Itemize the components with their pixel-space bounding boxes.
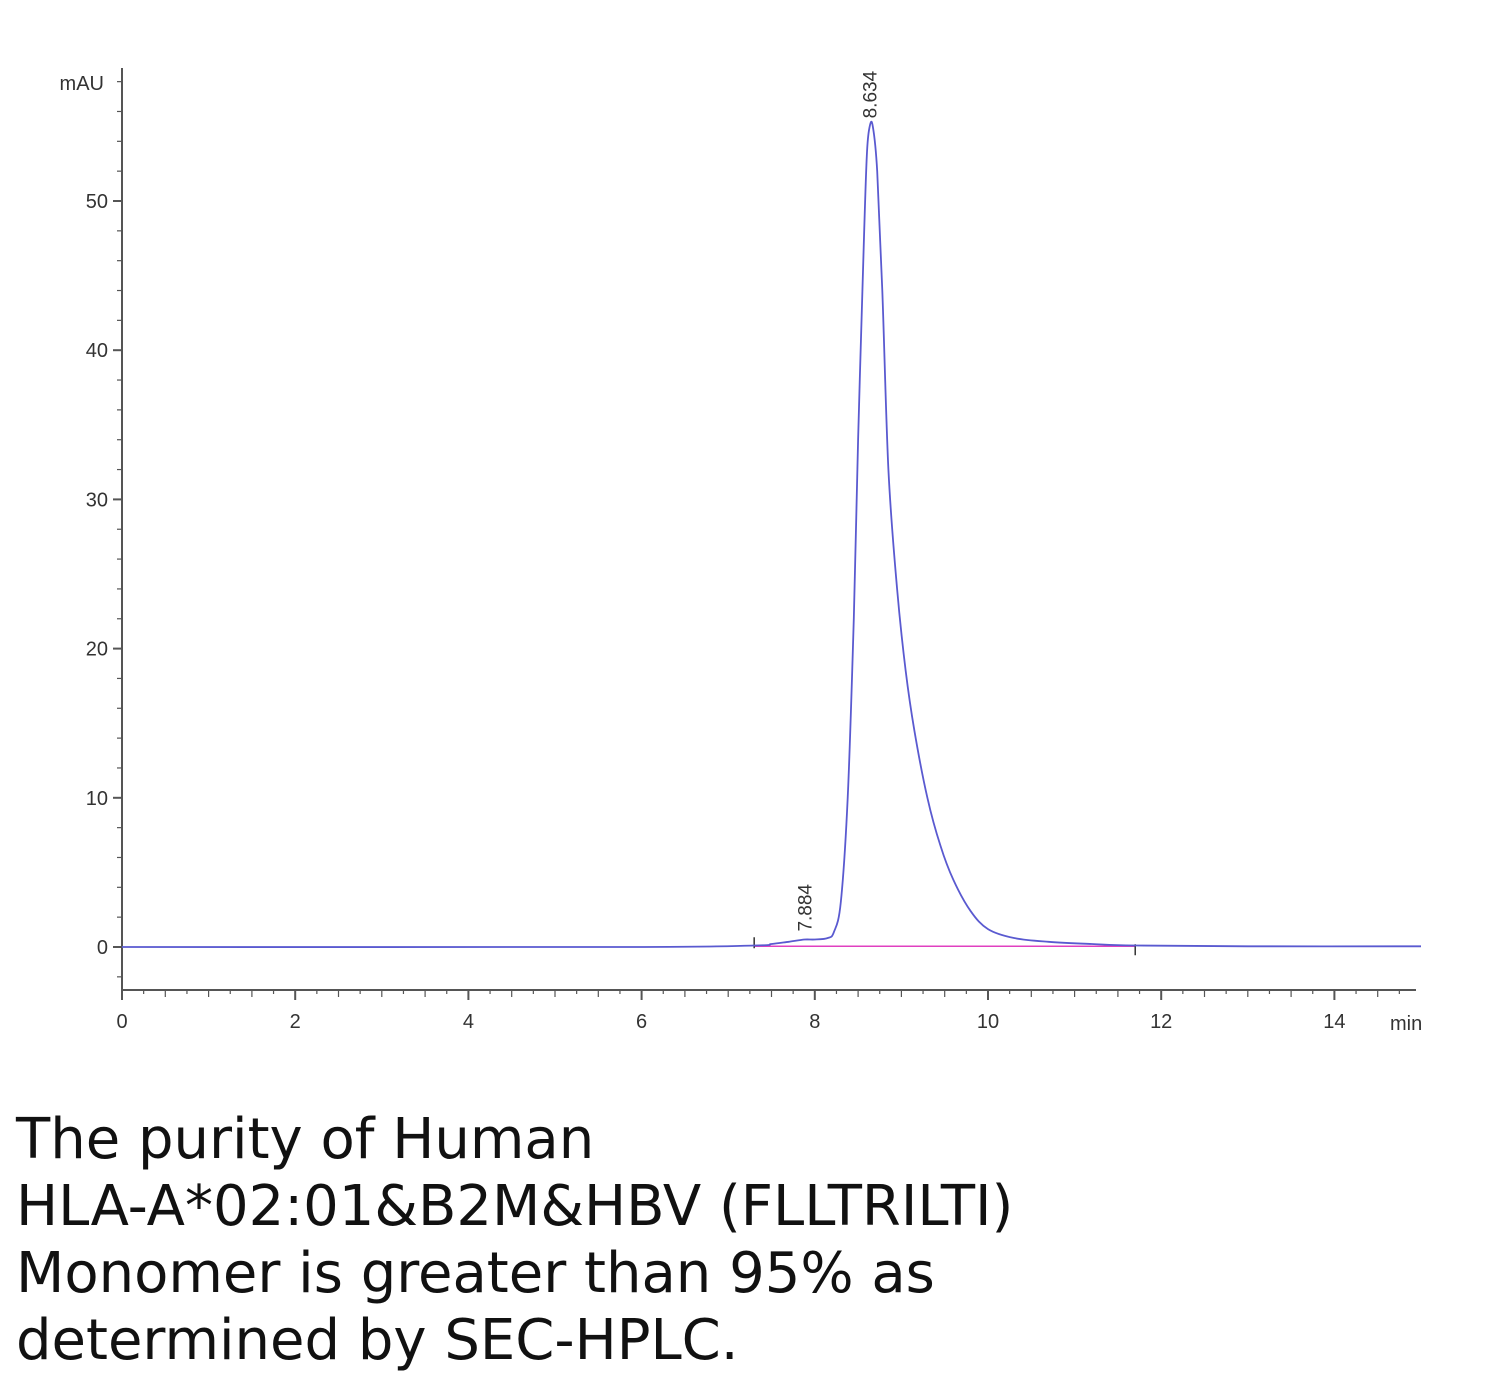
axes: 0 10 20 30 40 50 0 2 4 6 8 10 12 14 [86,68,1416,1033]
peak-labels-layer: 7.884 8.634 [796,70,882,931]
chromatogram-trace [121,120,1422,948]
caption-line-2: HLA-A*02:01&B2M&HBV (FLLTRILTI) [16,1174,1014,1239]
plot-background [48,58,1418,1030]
y-tick-label: 40 [86,340,108,362]
caption-line-3: Monomer is greater than 95% as [16,1241,935,1306]
peak-label: 8.634 [861,70,882,118]
y-tick-label: 0 [97,937,108,959]
x-axis-unit-label: min [1390,1013,1422,1035]
x-tick-label: 4 [463,1011,474,1033]
chromatogram-chart: 0 10 20 30 40 50 0 2 4 6 8 10 12 14 7.884 8.634 mAU mi… [48,58,1423,1035]
y-tick-label: 20 [86,639,108,661]
peak-label: 7.884 [796,884,817,932]
y-tick-label: 50 [86,191,108,213]
x-tick-label: 14 [1323,1011,1345,1033]
y-tick-label: 30 [86,489,108,511]
x-tick-label: 2 [290,1011,301,1033]
series-layer [121,120,1422,948]
x-tick-label: 8 [809,1011,820,1033]
caption: The purity of Human HLA-A*02:01&B2M&HBV … [16,1106,1476,1374]
y-tick-label: 10 [86,788,108,810]
x-tick-label: 10 [977,1011,999,1033]
x-tick-label: 6 [636,1011,647,1033]
y-axis-unit-label: mAU [60,73,104,95]
caption-line-4: determined by SEC-HPLC. [16,1308,739,1373]
x-tick-label: 0 [116,1011,127,1033]
caption-line-1: The purity of Human [16,1107,595,1172]
x-tick-label: 12 [1150,1011,1172,1033]
